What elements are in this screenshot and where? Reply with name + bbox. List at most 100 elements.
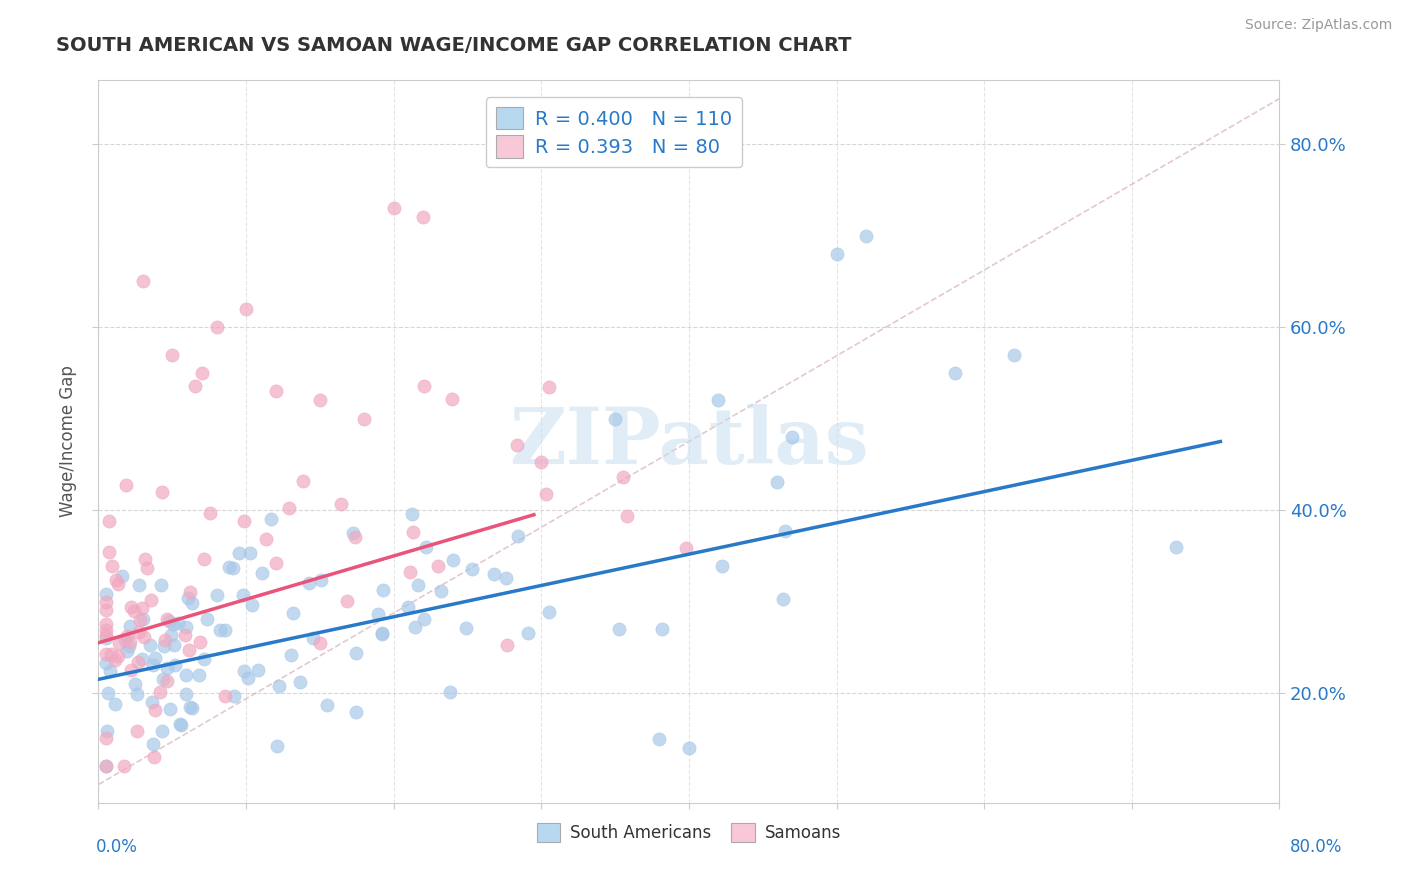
Point <box>1002 348 1025 362</box>
Point <box>96 723 118 738</box>
Text: SOUTH AMERICAN VS SAMOAN WAGE/INCOME GAP CORRELATION CHART: SOUTH AMERICAN VS SAMOAN WAGE/INCOME GAP… <box>56 36 852 54</box>
Point <box>149 684 172 698</box>
Point <box>98 665 121 679</box>
Point <box>107 576 129 591</box>
Point <box>537 380 560 394</box>
Point <box>174 668 197 682</box>
Point <box>205 320 228 334</box>
Point <box>115 644 138 658</box>
Point <box>454 621 477 635</box>
Point <box>181 597 204 611</box>
Point <box>96 587 118 601</box>
Point <box>943 366 966 380</box>
Point <box>94 595 117 609</box>
Point <box>536 487 558 501</box>
Point <box>94 731 117 745</box>
Point <box>174 687 197 701</box>
Point <box>207 588 229 602</box>
Point <box>396 599 419 614</box>
Point <box>101 559 124 574</box>
Point <box>94 759 117 773</box>
Point <box>167 615 190 630</box>
Point <box>404 619 426 633</box>
Point <box>711 559 734 574</box>
Point <box>184 379 207 393</box>
Point <box>406 577 429 591</box>
Point <box>427 559 450 574</box>
Point <box>200 506 222 520</box>
Point <box>238 671 260 685</box>
Point <box>766 475 789 490</box>
Text: Source: ZipAtlas.com: Source: ZipAtlas.com <box>1244 18 1392 32</box>
Point <box>330 497 353 511</box>
Point <box>160 627 183 641</box>
Point <box>516 626 538 640</box>
Point <box>264 384 287 399</box>
Point <box>530 455 553 469</box>
Point <box>506 438 529 452</box>
Point <box>288 675 311 690</box>
Point <box>122 604 145 618</box>
Point <box>135 561 157 575</box>
Point <box>94 648 117 662</box>
Point <box>233 514 256 528</box>
Point <box>94 627 117 641</box>
Point <box>131 652 153 666</box>
Point <box>496 638 519 652</box>
Point <box>94 657 117 671</box>
Point <box>441 553 464 567</box>
Point <box>353 411 375 425</box>
Point <box>115 629 138 643</box>
Point <box>415 540 437 554</box>
Point <box>315 698 337 712</box>
Point <box>193 652 215 666</box>
Point <box>177 643 200 657</box>
Point <box>153 639 176 653</box>
Point <box>174 620 197 634</box>
Point <box>193 551 215 566</box>
Point <box>772 592 794 607</box>
Point <box>707 393 730 408</box>
Point <box>260 511 283 525</box>
Point <box>214 623 236 637</box>
Point <box>461 562 484 576</box>
Point <box>128 624 150 639</box>
Point <box>222 689 245 703</box>
Point <box>430 584 453 599</box>
Point <box>309 393 332 408</box>
Point <box>240 598 263 612</box>
Point <box>825 247 848 261</box>
Point <box>162 617 184 632</box>
Point <box>370 625 392 640</box>
Point <box>371 626 394 640</box>
Point <box>382 202 405 216</box>
Point <box>228 546 250 560</box>
Point <box>181 701 204 715</box>
Point <box>412 612 434 626</box>
Point <box>159 614 181 628</box>
Point <box>112 759 135 773</box>
Point <box>139 638 162 652</box>
Point <box>412 379 434 393</box>
Point <box>150 578 173 592</box>
Point <box>371 582 394 597</box>
Point <box>1166 540 1188 554</box>
Point <box>156 612 179 626</box>
Point <box>94 617 117 632</box>
Point <box>267 679 290 693</box>
Text: ZIPatlas: ZIPatlas <box>509 403 869 480</box>
Point <box>155 633 177 648</box>
Point <box>108 636 131 650</box>
Point <box>97 514 120 528</box>
Point <box>607 622 630 636</box>
Point <box>208 623 231 637</box>
Point <box>412 211 434 225</box>
Point <box>495 571 517 585</box>
Point <box>367 607 389 622</box>
Point <box>280 648 302 662</box>
Point <box>648 731 671 746</box>
Point <box>773 524 796 538</box>
Point <box>179 699 201 714</box>
Point <box>254 532 277 546</box>
Point <box>150 484 173 499</box>
